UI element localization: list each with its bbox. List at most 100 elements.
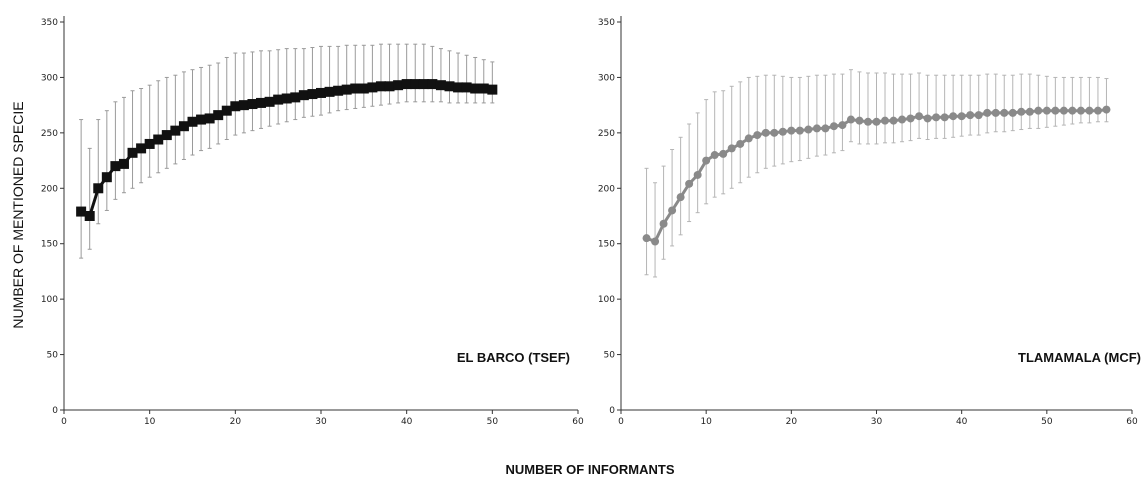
y-tick-label: 150 — [598, 240, 615, 250]
data-point — [1017, 107, 1026, 116]
data-point — [144, 138, 155, 149]
x-tick-label: 10 — [700, 417, 712, 427]
x-tick-label: 0 — [618, 417, 624, 427]
data-point — [753, 131, 762, 140]
data-point — [110, 161, 121, 172]
data-point — [84, 211, 95, 221]
data-point — [187, 116, 198, 127]
data-point — [401, 79, 412, 90]
data-point — [281, 93, 292, 104]
data-point — [821, 124, 830, 133]
y-tick-label: 0 — [609, 406, 615, 416]
data-point — [744, 134, 753, 143]
data-point — [923, 114, 932, 123]
data-point — [770, 128, 779, 137]
data-point — [101, 172, 112, 183]
data-point — [812, 124, 821, 133]
data-point — [906, 114, 915, 123]
x-tick-label: 60 — [572, 417, 584, 427]
data-point — [204, 113, 215, 124]
data-point — [76, 206, 87, 217]
data-point — [178, 121, 189, 132]
data-point — [1008, 108, 1017, 117]
data-point — [324, 86, 335, 97]
x-tick-label: 60 — [1126, 417, 1138, 427]
data-point — [957, 112, 966, 121]
y-tick-label: 100 — [598, 295, 615, 305]
data-point — [1093, 106, 1102, 115]
data-point — [642, 234, 651, 243]
y-tick-label: 250 — [41, 129, 58, 139]
y-tick-label: 300 — [41, 73, 58, 83]
data-point — [453, 82, 464, 93]
data-point — [778, 127, 787, 136]
data-point — [358, 83, 369, 94]
data-point — [932, 113, 941, 122]
data-point — [93, 183, 104, 194]
data-point — [787, 126, 796, 135]
data-point — [838, 121, 847, 130]
data-point — [702, 156, 711, 165]
y-tick-label: 50 — [604, 351, 616, 361]
y-tick-label: 350 — [598, 18, 615, 28]
data-point — [333, 85, 344, 96]
y-tick-label: 350 — [41, 18, 58, 28]
data-point — [435, 80, 446, 91]
panel-annotation: TLAMAMALA (MCF) — [1018, 350, 1141, 365]
data-point — [804, 125, 813, 134]
data-point — [659, 219, 668, 228]
data-point — [444, 81, 455, 92]
data-point — [983, 108, 992, 117]
data-point — [264, 96, 275, 107]
x-tick-label: 30 — [315, 417, 327, 427]
data-point — [881, 116, 890, 125]
data-point — [1076, 106, 1085, 115]
x-tick-label: 50 — [1041, 417, 1053, 427]
data-point — [1059, 106, 1068, 115]
x-tick-label: 20 — [230, 417, 242, 427]
data-point — [393, 80, 404, 91]
data-point — [991, 108, 1000, 117]
data-point — [221, 105, 232, 116]
data-point — [256, 97, 267, 108]
data-point — [668, 206, 677, 215]
data-point — [213, 110, 224, 121]
y-tick-label: 0 — [52, 406, 58, 416]
y-tick-label: 200 — [598, 184, 615, 194]
y-tick-label: 300 — [598, 73, 615, 83]
x-tick-label: 30 — [871, 417, 883, 427]
panel-annotation: EL BARCO (TSEF) — [457, 350, 570, 365]
x-axis-title: NUMBER OF INFORMANTS — [506, 462, 675, 477]
data-point — [118, 158, 129, 169]
data-point — [736, 139, 745, 148]
data-point — [889, 116, 898, 125]
data-point — [307, 89, 318, 100]
data-point — [247, 99, 258, 110]
x-tick-label: 40 — [401, 417, 413, 427]
data-point — [761, 128, 770, 137]
data-point — [727, 144, 736, 153]
data-point — [487, 84, 498, 95]
data-point — [418, 79, 429, 90]
data-point — [427, 79, 438, 90]
x-tick-label: 0 — [61, 417, 67, 427]
x-tick-label: 10 — [144, 417, 156, 427]
y-axis-title: NUMBER OF MENTIONED SPECIE — [10, 101, 26, 328]
data-point — [872, 117, 881, 126]
data-point — [685, 179, 694, 188]
data-point — [196, 114, 207, 125]
data-point — [170, 125, 181, 136]
data-point — [161, 130, 172, 141]
data-point — [855, 116, 864, 125]
data-point — [410, 79, 421, 90]
data-point — [273, 94, 284, 105]
data-point — [153, 134, 164, 145]
data-point — [230, 101, 241, 112]
data-point — [651, 237, 660, 246]
data-point — [1042, 106, 1051, 115]
data-point — [1068, 106, 1077, 115]
y-tick-label: 250 — [598, 129, 615, 139]
data-point — [863, 117, 872, 126]
data-point — [298, 90, 309, 101]
